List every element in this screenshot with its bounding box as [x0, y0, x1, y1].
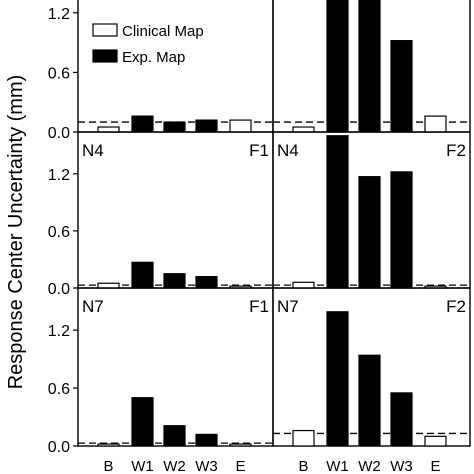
- bar-1-W2: [358, 0, 381, 133]
- x-category-label-4-W3: W3: [195, 458, 218, 474]
- y-tick-label-4-2: 1.2: [48, 323, 70, 340]
- bar-3-W1: [326, 135, 349, 289]
- panels: 0.0 0.6 1.2 0.0 0.6 1.2 N4 F1 N4 F2 0.0 0.6 1.2 N7 F1 B…: [48, 0, 471, 474]
- y-tick-label-2-0: 0.0: [48, 281, 70, 298]
- bar-5-E: [424, 435, 447, 447]
- bar-5-W3: [390, 392, 413, 447]
- bar-0-W2: [163, 121, 186, 133]
- panel-label-right-3: F2: [446, 141, 466, 160]
- bar-4-W1: [131, 397, 154, 447]
- y-tick-label-2-2: 1.2: [48, 167, 70, 184]
- bar-1-B: [292, 126, 315, 133]
- y-tick-label-0-1: 0.6: [48, 65, 70, 82]
- bar-3-B: [292, 281, 315, 289]
- x-category-label-4-E: E: [235, 458, 245, 474]
- y-tick-label-2-1: 0.6: [48, 224, 70, 241]
- legend: Clinical Map Exp. Map: [92, 23, 204, 66]
- x-category-label-4-W2: W2: [163, 458, 186, 474]
- bar-3-W2: [358, 176, 381, 289]
- bar-1-W3: [390, 40, 413, 133]
- bar-0-E: [229, 119, 252, 133]
- panel-frame-2: [77, 131, 274, 289]
- bar-2-W2: [163, 273, 186, 289]
- y-tick-label-4-1: 0.6: [48, 381, 70, 398]
- x-category-label-5-W2: W2: [358, 458, 381, 474]
- legend-swatch-clinical: [92, 23, 118, 37]
- bar-1-E: [424, 115, 447, 133]
- x-category-label-5-E: E: [430, 458, 440, 474]
- x-category-label-5-W1: W1: [326, 458, 349, 474]
- panel-frame-4: [77, 287, 274, 447]
- bar-0-W1: [131, 115, 154, 133]
- bar-4-W2: [163, 425, 186, 447]
- panel-label-right-5: F2: [446, 297, 466, 316]
- panel-label-left-4: N7: [82, 297, 104, 316]
- y-tick-label-4-0: 0.0: [48, 439, 70, 456]
- bar-0-W3: [195, 119, 218, 133]
- legend-label-clinical: Clinical Map: [122, 23, 204, 40]
- bar-1-W1: [326, 0, 349, 133]
- bar-0-B: [97, 126, 120, 133]
- legend-swatch-exp: [92, 49, 118, 63]
- bar-2-W1: [131, 261, 154, 289]
- panel-label-left-2: N4: [82, 141, 104, 160]
- bar-5-W2: [358, 354, 381, 447]
- bar-5-W1: [326, 311, 349, 447]
- legend-label-exp: Exp. Map: [122, 49, 185, 66]
- panel-frame-0: [77, 0, 274, 133]
- y-tick-label-0-0: 0.0: [48, 125, 70, 142]
- y-tick-label-0-2: 1.2: [48, 6, 70, 23]
- y-axis-label: Response Center Uncertainty (mm): [5, 75, 27, 390]
- bar-3-W3: [390, 171, 413, 289]
- panel-label-right-2: F1: [249, 141, 269, 160]
- panel-label-right-4: F1: [249, 297, 269, 316]
- panel-label-left-3: N4: [277, 141, 299, 160]
- x-category-label-5-B: B: [298, 458, 308, 474]
- bar-2-B: [97, 282, 120, 289]
- bar-4-B: [97, 443, 120, 447]
- x-category-label-4-W1: W1: [131, 458, 154, 474]
- panel-label-left-5: N7: [277, 297, 299, 316]
- bar-4-E: [229, 443, 252, 447]
- x-category-label-4-B: B: [103, 458, 113, 474]
- bar-4-W3: [195, 433, 218, 447]
- bar-5-B: [292, 429, 315, 447]
- bar-2-W3: [195, 275, 218, 289]
- x-category-label-5-W3: W3: [390, 458, 413, 474]
